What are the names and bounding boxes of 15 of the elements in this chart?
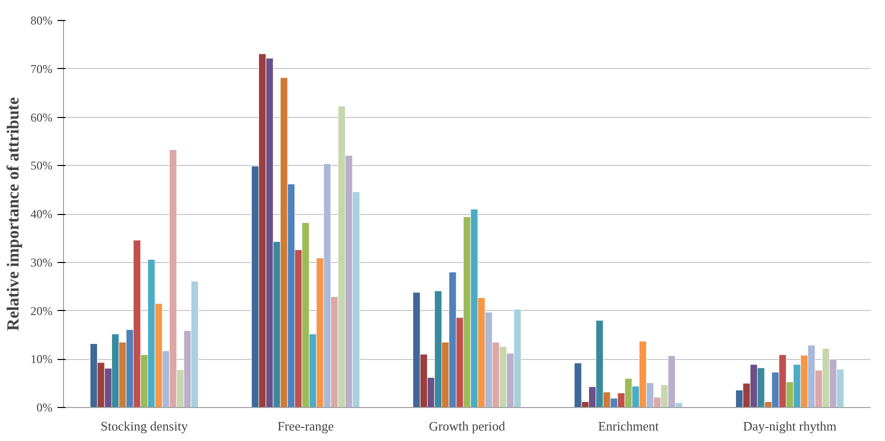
y-tick-label: 60% bbox=[30, 110, 53, 124]
x-tick-label: Day-night rhythm bbox=[743, 418, 837, 434]
y-tick-label: 50% bbox=[30, 158, 53, 173]
y-axis-title: Relative importance of attribute bbox=[4, 96, 23, 331]
y-tick-label: 70% bbox=[30, 62, 53, 76]
y-tick-label: 20% bbox=[30, 304, 53, 318]
x-tick-label: Enrichment bbox=[598, 418, 660, 434]
x-tick-label: Stocking density bbox=[100, 418, 188, 434]
y-tick-label: 40% bbox=[30, 207, 53, 221]
y-tick-label: 30% bbox=[30, 255, 53, 270]
x-tick-label: Free-range bbox=[277, 418, 334, 434]
x-tick-label: Growth period bbox=[428, 418, 506, 434]
y-tick-label: 80% bbox=[30, 14, 53, 28]
y-tick-label: 0% bbox=[36, 400, 53, 414]
y-tick-label: 10% bbox=[30, 352, 53, 366]
